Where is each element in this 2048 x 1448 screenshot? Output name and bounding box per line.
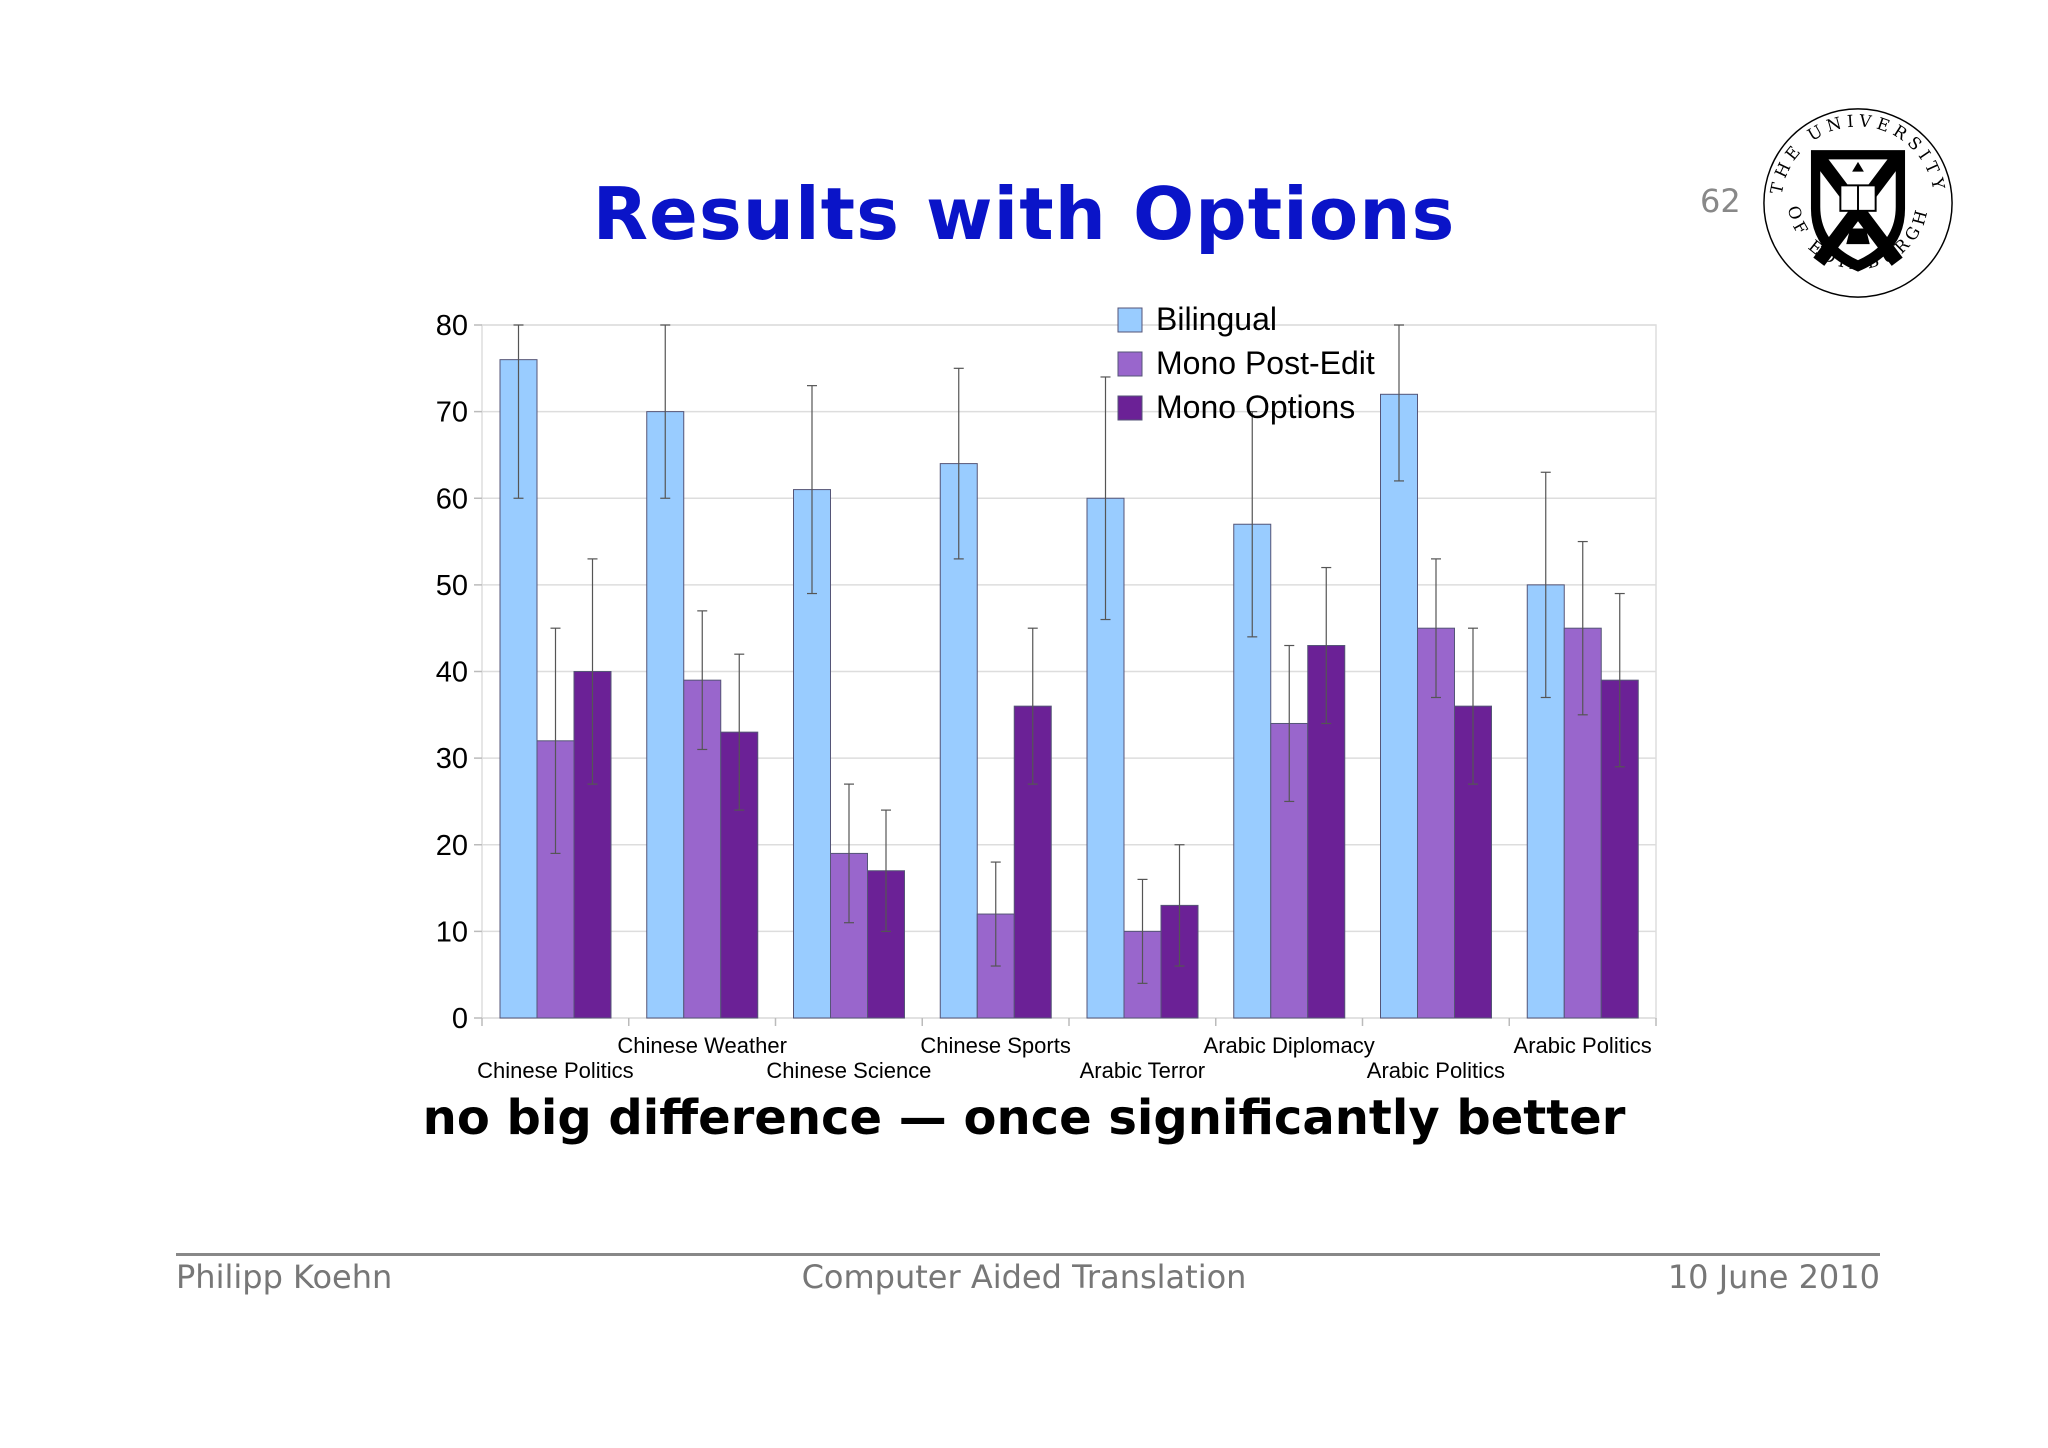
x-tick-label: Chinese Weather	[617, 1033, 787, 1058]
y-tick-label: 0	[452, 1003, 468, 1035]
footer-author: Philipp Koehn	[176, 1258, 393, 1296]
y-tick-label: 70	[436, 397, 468, 429]
footer-divider	[176, 1253, 1880, 1256]
x-tick-label: Arabic Terror	[1080, 1058, 1206, 1083]
y-tick-label: 50	[436, 570, 468, 602]
footer-date: 10 June 2010	[1667, 1258, 1880, 1296]
error-bars	[513, 324, 1625, 984]
x-tick-label: Arabic Diplomacy	[1204, 1033, 1375, 1058]
x-tick-label: Chinese Sports	[920, 1033, 1070, 1058]
x-tick-label: Arabic Politics	[1367, 1058, 1505, 1083]
y-tick-label: 60	[436, 483, 468, 515]
legend-label: Bilingual	[1156, 301, 1277, 337]
y-tick-label: 80	[436, 310, 468, 342]
chart-bars	[499, 359, 1639, 1019]
footer-title: Computer Aided Translation	[801, 1258, 1247, 1296]
y-tick-label: 40	[436, 657, 468, 689]
bar	[536, 740, 575, 1019]
shield-icon	[1810, 150, 1906, 272]
legend-swatch	[1117, 307, 1143, 333]
y-tick-label: 30	[436, 743, 468, 775]
x-tick-label: Chinese Politics	[477, 1058, 634, 1083]
y-axis-ticks: 0 10 20 30 40 50 60 70 80	[436, 310, 468, 1035]
legend-swatch	[1117, 395, 1143, 421]
legend-swatch	[1117, 351, 1143, 377]
slide-title: Results with Options	[592, 172, 1456, 256]
x-tick-label: Arabic Politics	[1514, 1033, 1652, 1058]
y-tick-label: 10	[436, 916, 468, 948]
bar	[646, 411, 685, 1019]
legend-label: Mono Options	[1156, 389, 1355, 425]
x-tick-label: Chinese Science	[766, 1058, 931, 1083]
chart-legend: Bilingual Mono Post-Edit Mono Options	[1117, 301, 1375, 425]
legend-label: Mono Post-Edit	[1156, 345, 1375, 381]
conclusion-text: no big difference — once significantly b…	[422, 1090, 1626, 1146]
university-of-edinburgh-logo: THE UNIVERSITY OF EDINBURGH	[1763, 108, 1953, 298]
y-tick-label: 20	[436, 830, 468, 862]
page-number: 62	[1700, 182, 1741, 220]
bar	[1380, 393, 1418, 1019]
